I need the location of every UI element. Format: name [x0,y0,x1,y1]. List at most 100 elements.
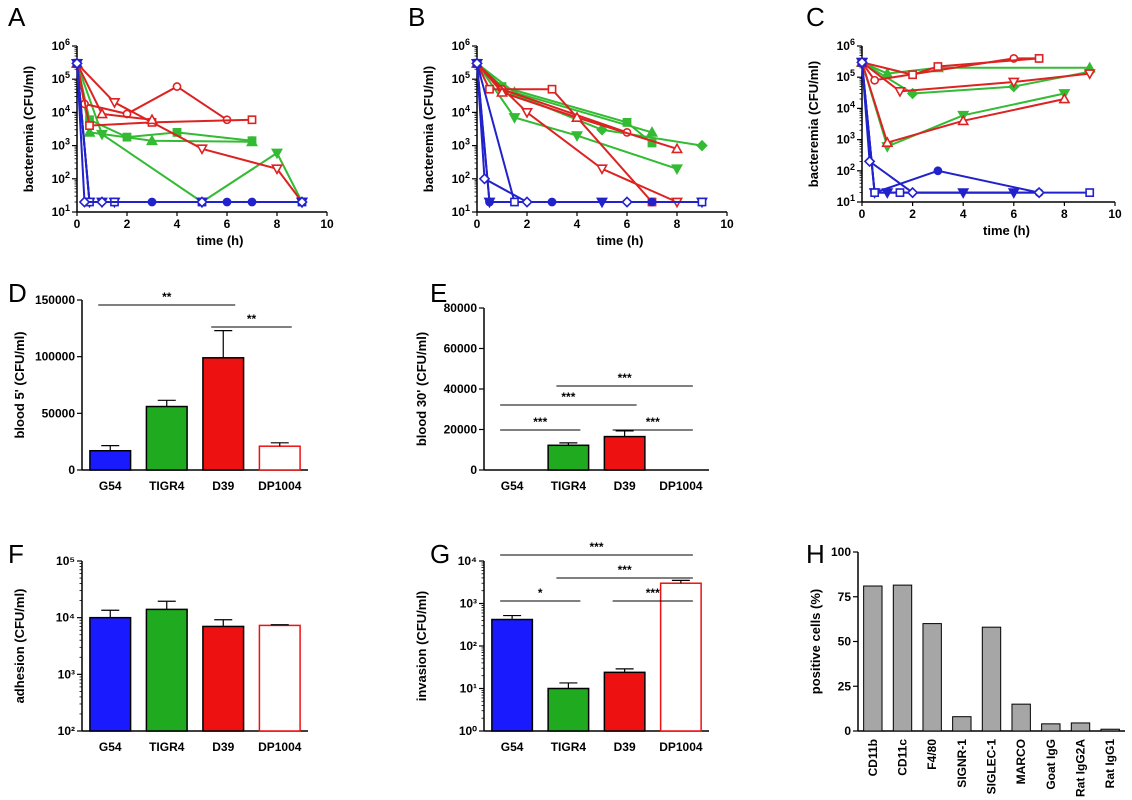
data-point [496,86,508,97]
y-axis-label: invasion (CFU/ml) [414,591,429,702]
y-tick-label-exp: 3 [465,137,470,147]
panel-letter: F [8,539,24,569]
y-tick-label: 50 [838,635,852,649]
series-line [476,62,703,147]
y-tick-label-base: 10 [52,105,66,119]
y-tick-label-base: 10 [837,133,851,147]
data-point [933,166,943,176]
x-tick-label: DP1004 [659,479,703,493]
y-tick-label-exp: 4 [65,103,70,113]
x-tick-label: 0 [74,217,81,231]
bar-goat-igg [1041,723,1061,732]
bar-d39 [603,671,646,732]
y-tick-label-exp: 5 [850,68,855,78]
y-tick-label: 100 [831,545,851,559]
significance-label: ** [247,312,257,326]
data-point [1058,92,1071,104]
series-line [476,62,678,203]
data-point [933,62,943,71]
data-point [83,126,96,137]
series-line [861,57,1040,76]
bar-g54 [491,618,534,732]
y-tick-label: 103 [837,131,855,147]
data-point [478,173,491,185]
data-point [908,70,917,80]
y-axis-label: bacteremia (CFU/ml) [21,66,36,192]
y-tick-label-base: 10 [452,105,466,119]
data-point [870,188,880,198]
y-tick-label-exp: 3 [850,131,855,141]
x-tick-label: D39 [212,740,234,754]
data-point [881,136,894,148]
y-tick-label: 40000 [444,382,478,396]
bar-tigr4 [145,608,188,732]
y-tick-label: 103 [52,137,70,153]
x-tick-label: 10 [1108,207,1122,221]
y-tick-label: 25 [838,679,852,693]
y-tick-label-base: 10 [452,139,466,153]
y-tick-label-exp: 2 [65,170,70,180]
x-tick-label: 4 [574,217,581,231]
series-line [861,61,1090,93]
bar-f4-80 [922,623,942,732]
bar-dp1004 [258,445,301,471]
x-tick-label: 4 [960,207,967,221]
data-point [621,196,633,208]
data-point [571,111,583,122]
series-tigr4-4 [856,56,1096,79]
y-tick-label: 105 [452,70,470,86]
y-tick-label-exp: 5 [65,70,70,80]
bar-d39 [202,357,245,471]
series-tigr4-6 [471,57,708,152]
y-tick-label: 50000 [42,406,76,420]
panel-letter: C [806,2,825,32]
data-point [96,129,108,141]
data-point [483,197,496,209]
y-tick-label: 10⁴ [458,554,477,568]
series-line [861,62,1090,194]
x-tick-label: 10 [720,217,734,231]
bar-tigr4 [145,405,188,471]
y-tick-label-exp: 2 [465,170,470,180]
y-axis-label: positive cells (%) [808,589,823,694]
series-line [76,63,253,127]
data-point [1034,54,1044,63]
y-tick-label-base: 10 [452,205,466,219]
y-tick-label-exp: 6 [465,37,470,47]
significance-label: *** [618,371,632,385]
series-d39-8 [472,58,632,137]
bar-cd11c [892,584,913,732]
data-point [863,155,876,168]
series-g54-3 [471,57,633,208]
y-tick-label-exp: 1 [65,203,70,213]
y-tick-label-base: 10 [837,164,851,178]
x-tick-label: 8 [274,217,281,231]
y-tick-label-base: 10 [452,39,466,53]
x-tick-label: SIGLEC-1 [985,739,999,795]
y-axis-label: blood 30' (CFU/ml) [414,332,429,446]
y-tick-label: 102 [452,170,470,186]
y-tick-label: 105 [837,68,855,84]
data-point [1083,69,1096,80]
data-point [893,87,906,98]
x-tick-label: D39 [614,479,636,493]
bar-rat-igg1 [1100,728,1120,732]
data-point [957,114,970,126]
y-tick-label: 100000 [35,350,75,364]
x-tick-label: TIGR4 [551,479,587,493]
y-tick-label: 80000 [444,301,478,315]
y-axis-label: blood 5' (CFU/ml) [12,331,27,438]
series-g54-3 [71,57,308,208]
data-point [196,196,208,208]
x-tick-label: DP1004 [659,740,703,754]
data-point [196,144,208,156]
data-point [471,57,483,70]
significance-label: * [538,586,543,600]
x-axis-label: time (h) [597,233,644,248]
y-tick-label: 102 [837,162,855,178]
y-tick-label: 104 [452,103,470,119]
